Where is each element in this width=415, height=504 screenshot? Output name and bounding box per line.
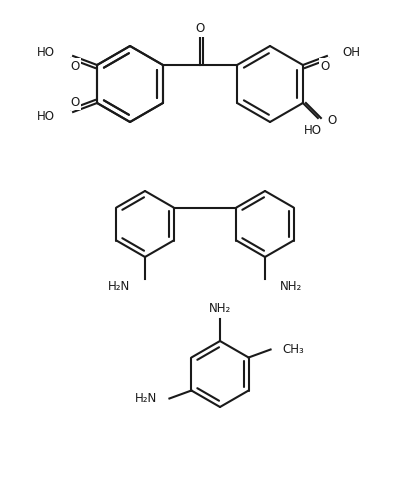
Text: HO: HO xyxy=(304,123,322,137)
Text: HO: HO xyxy=(37,45,55,58)
Text: HO: HO xyxy=(37,109,55,122)
Text: O: O xyxy=(195,23,205,35)
Text: O: O xyxy=(71,59,80,73)
Text: O: O xyxy=(320,59,330,73)
Text: H₂N: H₂N xyxy=(135,392,157,405)
Text: NH₂: NH₂ xyxy=(280,281,302,293)
Text: OH: OH xyxy=(342,45,360,58)
Text: O: O xyxy=(327,113,337,127)
Text: NH₂: NH₂ xyxy=(209,302,231,316)
Text: O: O xyxy=(71,95,80,108)
Text: H₂N: H₂N xyxy=(108,281,130,293)
Text: CH₃: CH₃ xyxy=(283,343,304,356)
